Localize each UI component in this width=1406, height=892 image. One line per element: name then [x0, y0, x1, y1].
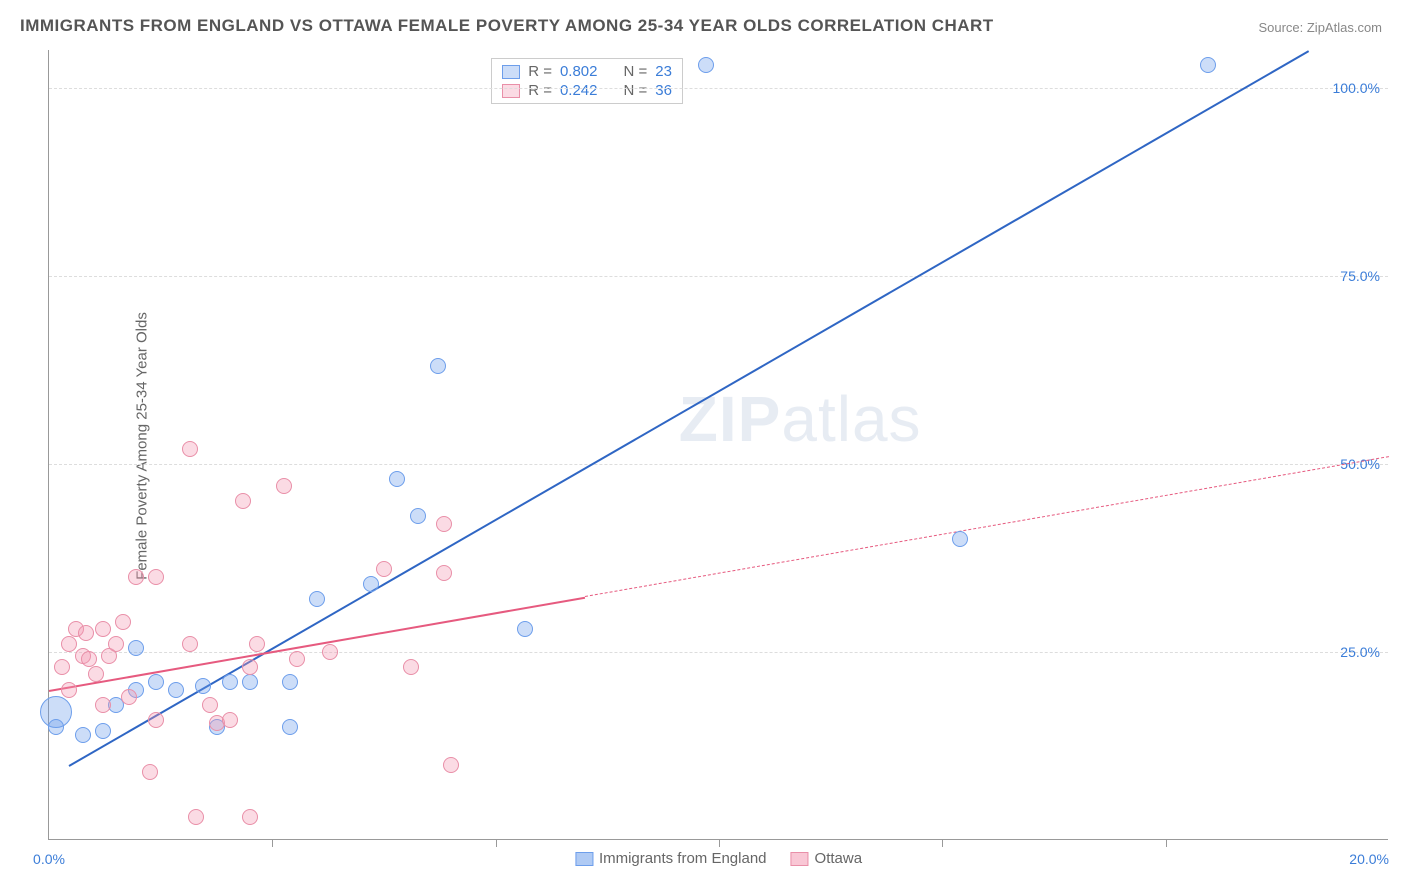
scatter-plot-area: ZIPatlas R =0.802N =23R =0.242N =36 Immi…: [48, 50, 1388, 840]
data-point: [282, 719, 298, 735]
data-point: [376, 561, 392, 577]
data-point: [389, 471, 405, 487]
data-point: [78, 625, 94, 641]
data-point: [235, 493, 251, 509]
gridline-h: [49, 464, 1388, 465]
data-point: [363, 576, 379, 592]
gridline-h: [49, 88, 1388, 89]
data-point: [168, 682, 184, 698]
data-point: [75, 727, 91, 743]
data-point: [128, 569, 144, 585]
data-point: [1200, 57, 1216, 73]
legend-swatch: [791, 852, 809, 866]
data-point: [436, 516, 452, 532]
watermark-rest: atlas: [781, 383, 921, 455]
data-point: [222, 674, 238, 690]
data-point: [952, 531, 968, 547]
data-point: [88, 666, 104, 682]
data-point: [249, 636, 265, 652]
data-point: [61, 636, 77, 652]
data-point: [148, 569, 164, 585]
data-point: [95, 723, 111, 739]
legend-swatch: [575, 852, 593, 866]
legend-n-value: 36: [655, 82, 672, 99]
watermark-zip: ZIP: [679, 383, 782, 455]
y-tick-label: 100.0%: [1333, 80, 1380, 96]
data-point: [81, 651, 97, 667]
x-tick-label: 0.0%: [33, 851, 65, 867]
data-point: [443, 757, 459, 773]
x-tick-label: 20.0%: [1349, 851, 1389, 867]
data-point: [202, 697, 218, 713]
x-tick: [1166, 839, 1167, 847]
data-point: [121, 689, 137, 705]
data-point: [242, 674, 258, 690]
data-point: [309, 591, 325, 607]
data-point: [61, 682, 77, 698]
regression-line: [69, 50, 1309, 766]
legend-item: Immigrants from England: [575, 850, 767, 867]
data-point: [242, 659, 258, 675]
data-point: [242, 809, 258, 825]
data-point: [403, 659, 419, 675]
x-tick: [719, 839, 720, 847]
data-point: [108, 636, 124, 652]
data-point: [282, 674, 298, 690]
legend-series-name: Ottawa: [815, 850, 863, 867]
legend-swatch: [502, 84, 520, 98]
data-point: [182, 441, 198, 457]
y-tick-label: 75.0%: [1340, 268, 1380, 284]
data-point: [698, 57, 714, 73]
gridline-h: [49, 652, 1388, 653]
chart-title: IMMIGRANTS FROM ENGLAND VS OTTAWA FEMALE…: [20, 16, 994, 36]
x-tick: [942, 839, 943, 847]
data-point: [128, 640, 144, 656]
correlation-legend: R = 0.802 N = 23 R = 0.242 N = 36: [491, 58, 683, 104]
data-point: [115, 614, 131, 630]
legend-n-value: 23: [655, 63, 672, 80]
data-point: [430, 358, 446, 374]
legend-series-name: Immigrants from England: [599, 850, 767, 867]
data-point: [195, 678, 211, 694]
y-tick-label: 25.0%: [1340, 644, 1380, 660]
series-legend: Immigrants from England Ottawa: [575, 850, 862, 867]
data-point: [148, 712, 164, 728]
data-point: [54, 659, 70, 675]
regression-line: [585, 456, 1389, 597]
data-point: [188, 809, 204, 825]
data-point: [48, 719, 64, 735]
data-point: [148, 674, 164, 690]
legend-n-label: N =: [624, 63, 648, 80]
data-point: [142, 764, 158, 780]
legend-row: R = 0.802 N = 23: [502, 63, 672, 80]
data-point: [182, 636, 198, 652]
data-point: [222, 712, 238, 728]
data-point: [95, 697, 111, 713]
legend-r-value: 0.242: [560, 82, 598, 99]
data-point: [436, 565, 452, 581]
legend-r-label: R =: [528, 63, 552, 80]
legend-n-label: N =: [624, 82, 648, 99]
data-point: [95, 621, 111, 637]
data-point: [322, 644, 338, 660]
gridline-h: [49, 276, 1388, 277]
source-attribution: Source: ZipAtlas.com: [1258, 20, 1382, 35]
data-point: [289, 651, 305, 667]
data-point: [276, 478, 292, 494]
legend-row: R = 0.242 N = 36: [502, 82, 672, 99]
data-point: [410, 508, 426, 524]
x-tick: [272, 839, 273, 847]
x-tick: [496, 839, 497, 847]
legend-r-label: R =: [528, 82, 552, 99]
legend-swatch: [502, 65, 520, 79]
legend-item: Ottawa: [791, 850, 863, 867]
data-point: [517, 621, 533, 637]
legend-r-value: 0.802: [560, 63, 598, 80]
